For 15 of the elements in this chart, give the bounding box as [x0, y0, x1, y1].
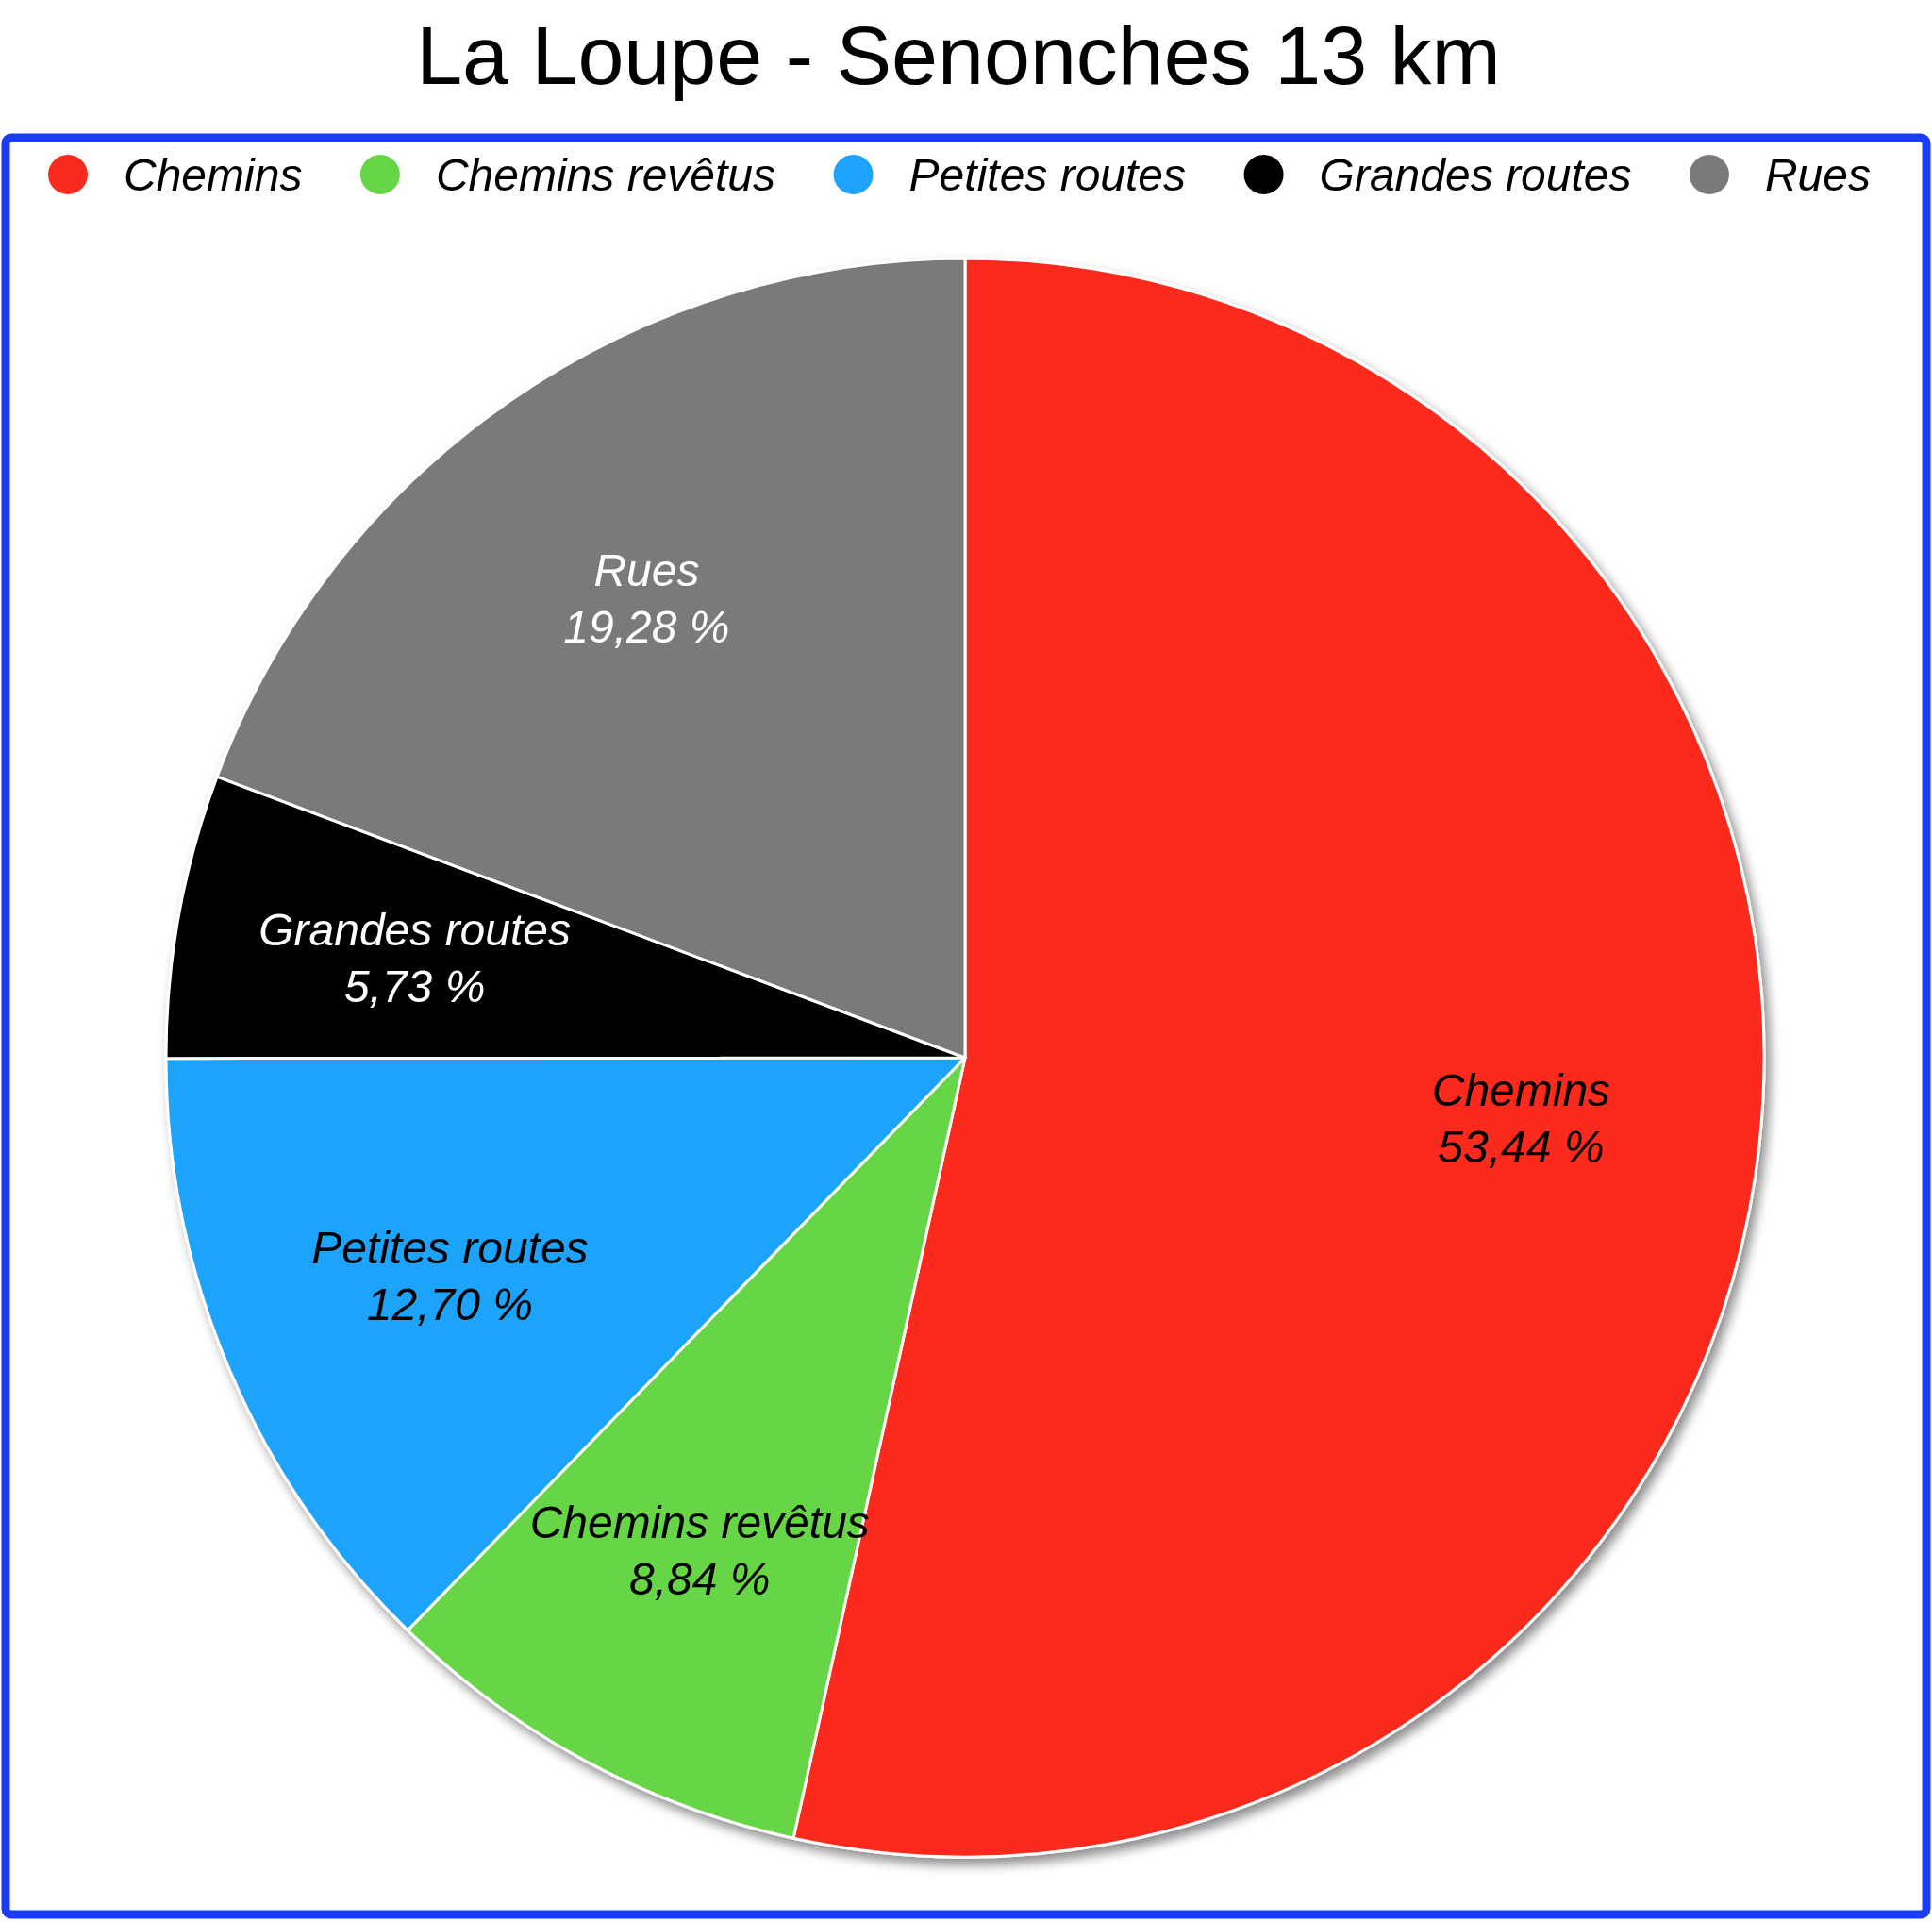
data-label: 5,73 % [343, 961, 486, 1012]
data-label: 8,84 % [629, 1553, 771, 1604]
data-label: 12,70 % [366, 1279, 533, 1329]
legend-label: Rues [1764, 150, 1872, 200]
data-label: 19,28 % [563, 601, 730, 652]
slice-label: Grandes routes [258, 905, 572, 956]
data-label: 53,44 % [1438, 1122, 1605, 1173]
slice-label: Chemins [1431, 1065, 1611, 1116]
legend-label: Grandes routes [1319, 150, 1632, 200]
slice-label: Petites routes [311, 1222, 589, 1273]
legend-label: Chemins [124, 150, 303, 200]
legend-label: Chemins revêtus [435, 150, 776, 200]
chart-title: La Loupe - Senonches 13 km [416, 8, 1501, 102]
legend-label: Petites routes [908, 150, 1187, 200]
slice-label: Rues [593, 544, 700, 595]
